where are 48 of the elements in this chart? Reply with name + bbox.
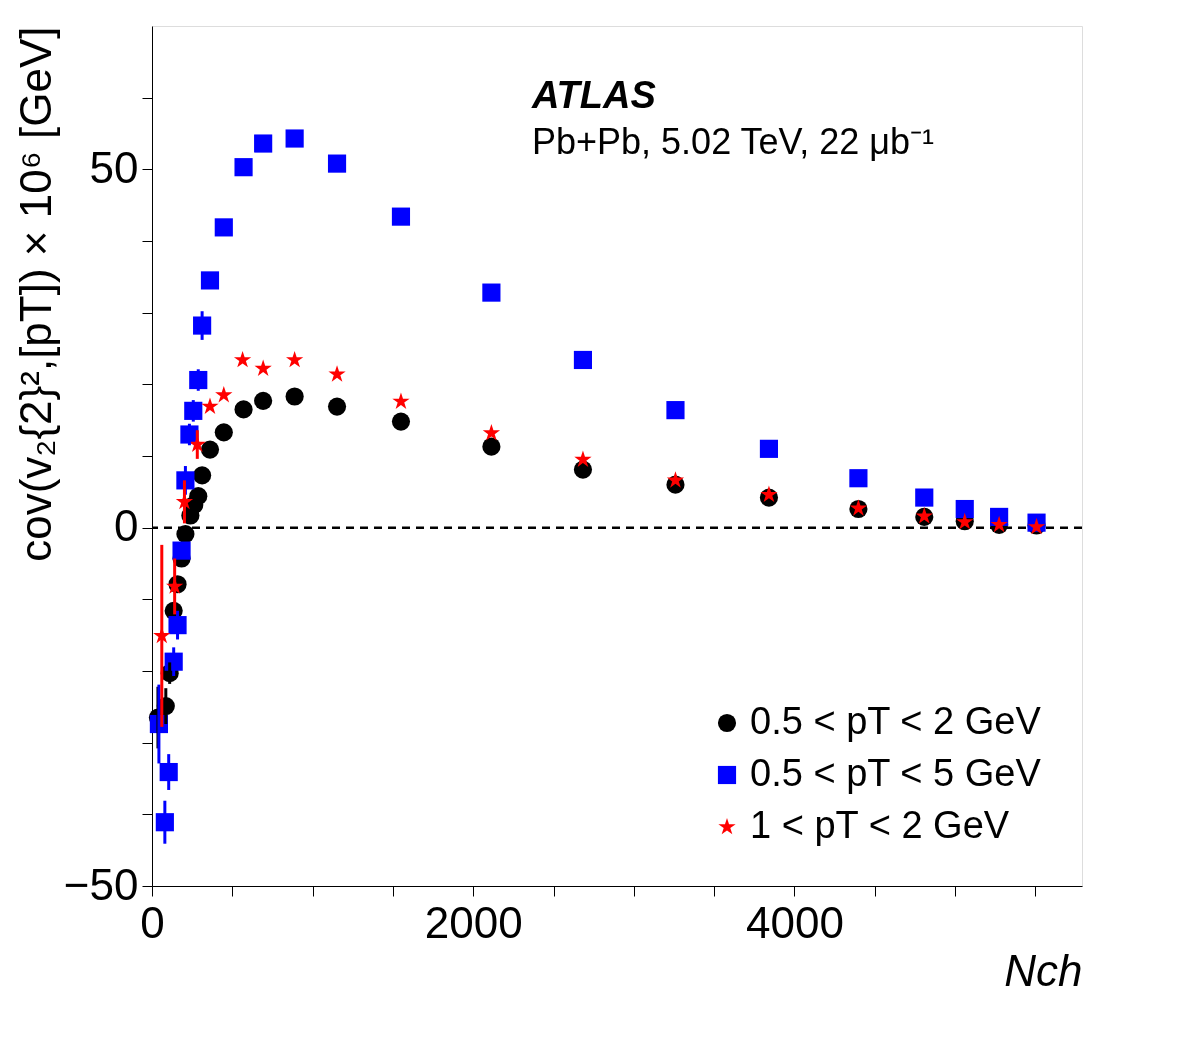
annotation: ATLAS	[531, 74, 656, 116]
point	[201, 397, 219, 414]
y-tick-label: 0	[114, 501, 139, 551]
point	[189, 487, 208, 506]
point	[254, 134, 273, 153]
point	[176, 525, 195, 544]
point	[200, 271, 220, 290]
point	[328, 365, 346, 382]
point	[327, 154, 347, 173]
point	[391, 412, 411, 431]
point	[254, 359, 272, 376]
point	[666, 471, 685, 488]
point	[573, 350, 593, 370]
point	[482, 437, 501, 456]
point	[285, 129, 304, 148]
point	[254, 391, 273, 410]
point	[759, 439, 779, 458]
y-tick-label: −50	[63, 859, 139, 909]
point	[482, 283, 501, 302]
x-tick-label: 4000	[746, 897, 844, 947]
point	[214, 423, 233, 442]
y-axis-title: cov(v₂{2}²,[pT]) × 10⁶ [GeV]	[10, 26, 60, 562]
point	[392, 392, 410, 409]
point	[285, 387, 304, 406]
point	[215, 386, 233, 403]
point	[955, 499, 974, 519]
point	[915, 488, 934, 507]
point	[760, 485, 778, 503]
point	[574, 450, 592, 467]
point	[214, 218, 233, 237]
x-tick-label: 2000	[424, 897, 523, 947]
point	[200, 440, 220, 459]
point	[849, 469, 868, 488]
y-tick-label: 50	[89, 142, 139, 192]
point	[666, 401, 685, 420]
point	[234, 158, 253, 177]
point	[234, 400, 253, 419]
annotation: Pb+Pb, 5.02 TeV, 22 μb⁻¹	[532, 121, 935, 162]
point	[285, 350, 304, 368]
point	[233, 350, 252, 368]
point	[172, 541, 191, 560]
point	[482, 423, 501, 441]
legend-label: 1 < pT < 2 GeV	[750, 804, 1010, 846]
x-axis-title: Nch	[1004, 945, 1083, 995]
point	[391, 207, 411, 226]
legend-label: 0.5 < pT < 5 GeV	[750, 752, 1042, 794]
legend-label: 0.5 < pT < 2 GeV	[750, 700, 1042, 742]
point	[327, 397, 347, 416]
